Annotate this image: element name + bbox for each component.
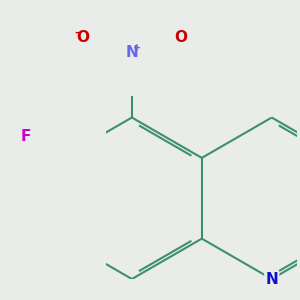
Text: F: F <box>20 129 31 144</box>
Text: O: O <box>175 30 188 45</box>
Text: O: O <box>76 30 89 45</box>
Text: -: - <box>74 27 79 37</box>
Text: +: + <box>133 43 141 53</box>
Text: N: N <box>266 272 278 286</box>
Text: N: N <box>125 45 138 60</box>
